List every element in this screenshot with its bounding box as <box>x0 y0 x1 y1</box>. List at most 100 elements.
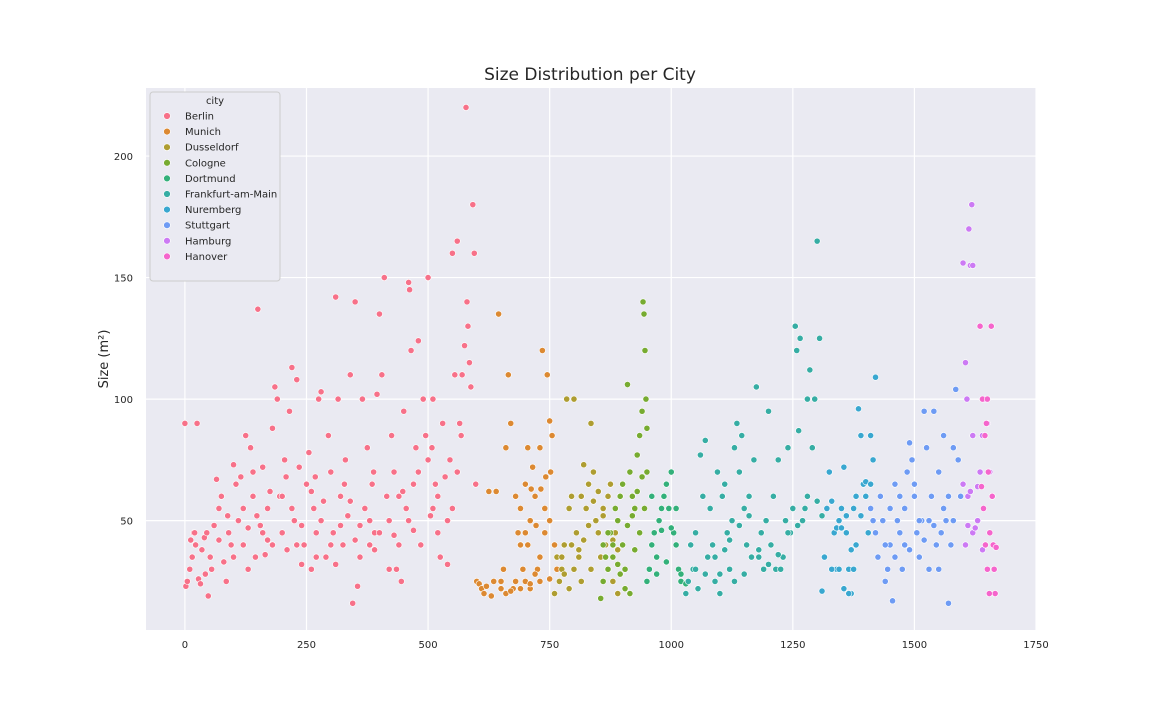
data-point <box>745 492 753 500</box>
data-point <box>366 517 374 525</box>
data-point <box>346 497 354 505</box>
data-point <box>847 546 855 554</box>
data-point <box>512 492 520 500</box>
data-point <box>716 570 724 578</box>
data-point <box>850 565 858 573</box>
data-point <box>915 553 923 561</box>
x-tick-label: 1000 <box>659 640 684 651</box>
data-point <box>731 444 738 452</box>
data-point <box>201 570 209 578</box>
data-point <box>183 577 191 585</box>
data-point <box>964 522 972 529</box>
data-point <box>502 444 510 452</box>
legend-label: Frankfurt-am-Main <box>185 190 277 201</box>
series-dusseldorf <box>551 395 624 597</box>
data-point <box>282 473 290 481</box>
data-point <box>801 505 809 512</box>
data-point <box>551 541 558 549</box>
data-point <box>940 505 947 512</box>
data-point <box>424 274 432 281</box>
data-point <box>857 512 865 520</box>
data-point <box>945 492 952 500</box>
data-point <box>385 565 393 573</box>
data-point <box>838 524 845 532</box>
data-point <box>283 546 291 554</box>
data-point <box>653 553 661 561</box>
data-point <box>745 512 753 520</box>
data-point <box>354 582 361 590</box>
data-point <box>434 529 442 537</box>
data-point <box>266 488 274 495</box>
data-point <box>213 475 220 483</box>
data-point <box>286 407 293 415</box>
data-point <box>621 565 629 573</box>
legend-marker <box>163 221 171 229</box>
y-tick-label: 50 <box>120 517 133 528</box>
data-point <box>397 577 405 585</box>
data-point <box>332 293 340 301</box>
data-point <box>992 543 1000 551</box>
data-point <box>987 322 995 330</box>
data-point <box>225 529 233 537</box>
legend-items: Berlin Munich Dusseldorf Cologne Dortmund Fra… <box>163 112 277 263</box>
data-point <box>242 432 250 439</box>
data-point <box>867 480 875 488</box>
data-point <box>536 577 544 585</box>
data-point <box>636 432 644 439</box>
data-point <box>879 517 887 525</box>
data-point <box>412 444 420 452</box>
data-point <box>462 104 470 111</box>
data-point <box>896 492 904 500</box>
data-point <box>619 480 627 488</box>
data-point <box>925 517 933 525</box>
data-point <box>519 565 527 573</box>
data-point <box>512 577 520 585</box>
data-point <box>901 541 909 549</box>
legend-label: Dortmund <box>185 174 236 185</box>
data-point <box>645 565 653 573</box>
data-point <box>590 468 597 476</box>
x-tick-label: 250 <box>297 640 316 651</box>
data-point <box>281 456 289 464</box>
data-point <box>777 565 785 573</box>
data-point <box>329 529 337 537</box>
data-point <box>206 553 214 561</box>
data-point <box>590 497 597 505</box>
data-point <box>614 560 622 568</box>
data-point <box>300 541 308 549</box>
data-point <box>949 517 957 525</box>
data-point <box>867 505 875 512</box>
data-point <box>911 492 918 500</box>
data-point <box>903 468 911 476</box>
data-point <box>307 565 315 573</box>
data-point <box>609 553 617 561</box>
data-point <box>609 577 617 585</box>
data-point <box>891 553 899 561</box>
data-point <box>259 463 267 471</box>
data-point <box>842 529 850 537</box>
data-point <box>307 488 315 495</box>
data-point <box>952 385 960 393</box>
y-tick-label: 150 <box>114 274 133 285</box>
data-point <box>694 585 702 593</box>
data-point <box>410 526 417 534</box>
data-point <box>390 531 398 539</box>
data-point <box>915 517 923 525</box>
data-point <box>962 541 969 549</box>
data-point <box>568 541 575 549</box>
data-point <box>334 395 342 403</box>
data-point <box>197 580 204 588</box>
data-point <box>399 488 407 495</box>
legend-title: city <box>206 96 224 107</box>
data-point <box>733 420 741 427</box>
series-berlin <box>181 104 480 607</box>
data-point <box>490 577 498 585</box>
data-point <box>244 565 252 573</box>
data-point <box>298 522 306 529</box>
data-point <box>215 505 223 512</box>
data-point <box>378 371 386 379</box>
data-point <box>259 529 267 537</box>
data-point <box>573 529 580 537</box>
data-point <box>220 558 228 566</box>
